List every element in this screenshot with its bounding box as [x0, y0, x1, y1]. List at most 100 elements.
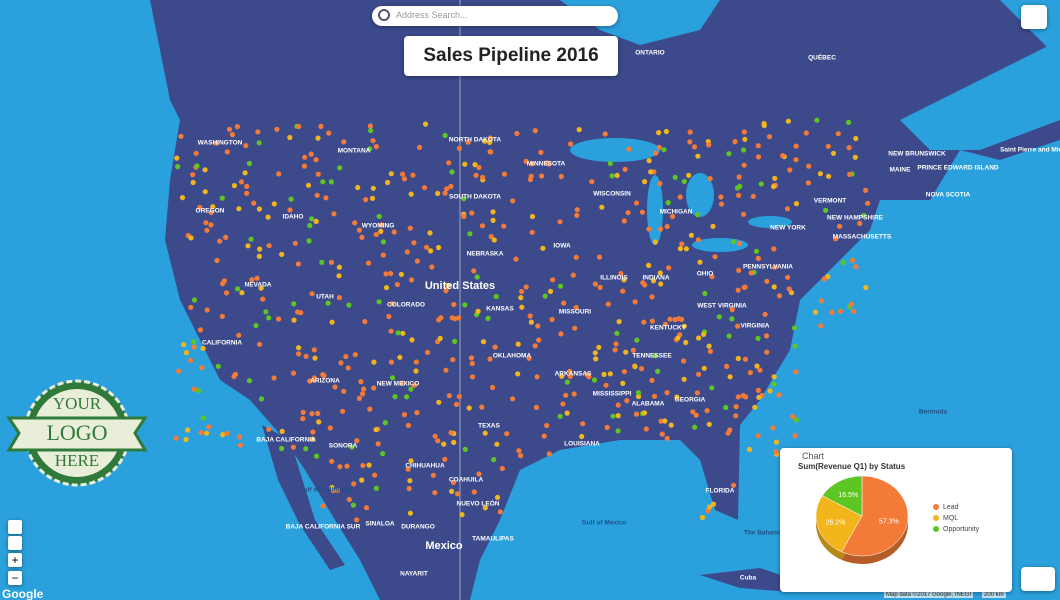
sales-point [640, 280, 646, 286]
map-label: UTAH [316, 294, 334, 301]
sales-point [596, 254, 603, 260]
sales-point [408, 277, 415, 283]
sales-point [208, 222, 214, 228]
sales-point [664, 223, 670, 230]
sales-point [288, 196, 294, 202]
sales-point [356, 227, 362, 233]
sales-point [469, 210, 475, 216]
sales-point [574, 212, 580, 218]
sales-point [236, 206, 242, 212]
sales-point [482, 430, 488, 436]
map-label: NEW YORK [770, 225, 806, 232]
map-label: BAJA CALIFORNIA SUR [286, 524, 361, 531]
sales-point [442, 456, 448, 462]
sales-point [542, 293, 548, 299]
zoom-in[interactable]: + [8, 553, 22, 567]
sales-point [664, 390, 670, 396]
sales-point [650, 278, 657, 284]
sales-point [371, 385, 377, 391]
sales-point [354, 438, 360, 444]
sales-point [375, 441, 381, 447]
sales-point [518, 453, 524, 459]
sales-point [338, 360, 344, 366]
sales-point [220, 281, 226, 287]
legend-swatch [933, 504, 939, 510]
sales-point [725, 430, 731, 436]
map-label: NOVA SCOTIA [926, 192, 971, 199]
sales-point [325, 300, 331, 306]
sales-point [670, 213, 676, 220]
sales-point [406, 485, 412, 492]
sales-point [249, 277, 255, 283]
sales-point [315, 410, 321, 416]
sales-point [462, 302, 468, 308]
sales-point [691, 144, 698, 150]
sales-point [344, 463, 350, 469]
map-label: TAMAULIPAS [472, 536, 514, 543]
sales-point [803, 130, 809, 136]
sales-point [696, 371, 702, 377]
sales-point [750, 193, 756, 199]
sales-point [539, 173, 545, 179]
sales-point [258, 396, 265, 402]
sales-point [865, 200, 871, 206]
sales-point [260, 296, 266, 302]
sales-point [320, 179, 326, 185]
sales-point [597, 284, 603, 290]
sales-point [360, 391, 366, 397]
layers-button[interactable] [1021, 5, 1047, 29]
sales-point [379, 222, 385, 228]
sales-point [538, 149, 544, 155]
sales-point [408, 191, 414, 197]
sales-point [329, 484, 335, 491]
sales-point [523, 284, 529, 290]
sales-point [271, 201, 277, 207]
sales-point [253, 322, 259, 329]
map-label: ALABAMA [632, 401, 665, 408]
sales-point [343, 353, 349, 360]
map-label: WEST VIRGINIA [697, 303, 747, 310]
sales-point [335, 487, 341, 493]
sales-point [589, 179, 595, 185]
sales-point [612, 347, 618, 353]
sales-point [766, 134, 773, 140]
sales-point [741, 147, 747, 153]
locate[interactable] [8, 536, 22, 550]
pie-slice [822, 475, 863, 517]
sales-point [185, 427, 191, 433]
sales-point [300, 409, 306, 415]
sales-point [790, 414, 796, 420]
sales-point [733, 413, 739, 419]
sales-point [642, 179, 648, 185]
sales-point [763, 333, 770, 339]
sales-point [649, 294, 655, 300]
sales-point [550, 277, 556, 283]
sales-point [497, 509, 503, 515]
search-box[interactable]: Address Search... [372, 6, 618, 26]
sales-point [373, 144, 379, 150]
sales-point [706, 421, 712, 427]
sales-point [183, 436, 189, 443]
sales-point [818, 323, 824, 329]
sales-point [244, 190, 250, 196]
sales-point [707, 504, 713, 510]
sales-point [567, 373, 573, 379]
sales-point [202, 167, 208, 173]
sales-point [296, 123, 302, 130]
sales-point [709, 385, 715, 391]
sales-point [573, 254, 579, 260]
sales-point [490, 209, 496, 215]
grid-button[interactable] [1021, 567, 1055, 591]
sales-point [223, 290, 230, 296]
sales-point [726, 333, 732, 339]
sales-point [733, 404, 739, 410]
sales-point [181, 342, 187, 348]
sales-point [752, 404, 758, 410]
sales-point [361, 386, 367, 392]
map-label: MISSISSIPPI [593, 391, 632, 398]
zoom-search[interactable] [8, 520, 22, 534]
sales-point [848, 301, 855, 307]
sales-point [755, 335, 761, 341]
zoom-out[interactable]: − [8, 571, 22, 585]
